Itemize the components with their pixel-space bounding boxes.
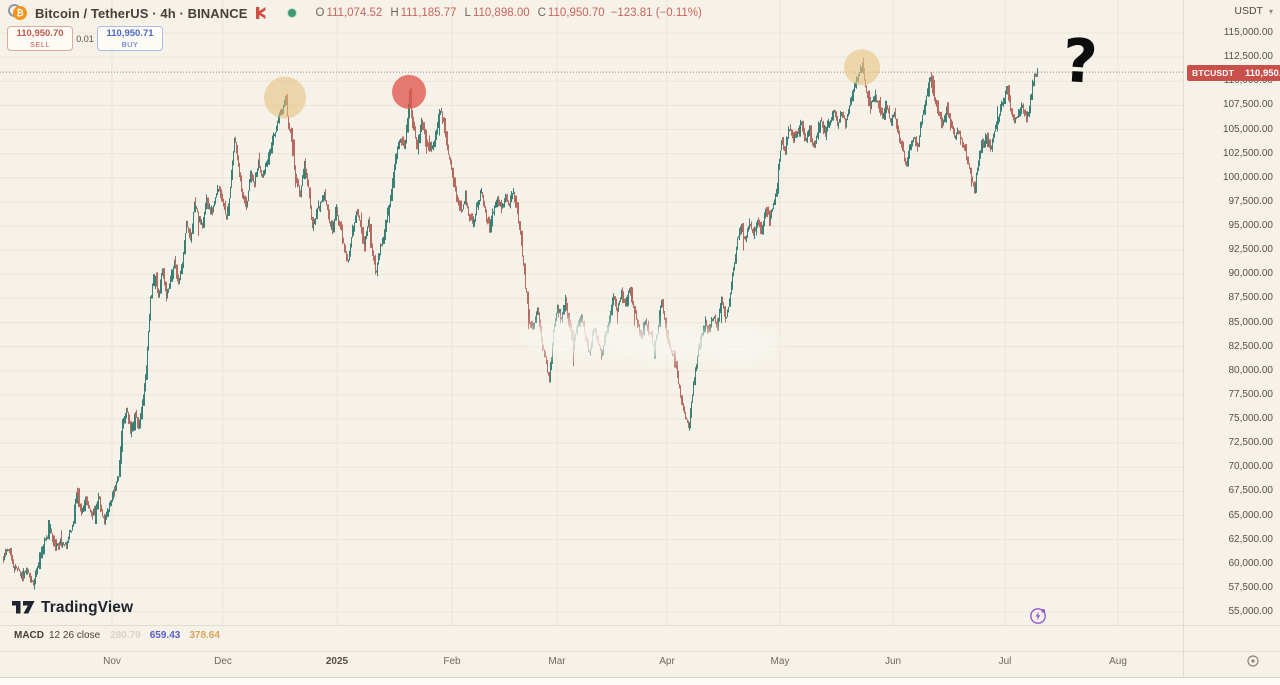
time-axis-label[interactable]: Jun <box>884 656 902 667</box>
badge-price: 110,950.70 <box>1245 67 1280 79</box>
currency-label: USDT <box>1234 5 1263 17</box>
bitcoin-pair-logo-icon: ₿ <box>8 4 30 22</box>
time-axis-label[interactable]: Feb <box>443 656 461 667</box>
macd-value-hist: 280.79 <box>110 630 141 641</box>
price-axis-label: 65,000.00 <box>1228 509 1274 521</box>
open-label: O <box>315 7 325 19</box>
price-axis-label: 57,500.00 <box>1228 581 1274 593</box>
may-top-circle[interactable] <box>844 49 880 86</box>
close-value: 110,950.70 <box>547 7 605 19</box>
spread-value: 0.01 <box>76 33 94 44</box>
blur-smudge <box>615 326 710 360</box>
price-axis-label: 67,500.00 <box>1228 485 1274 497</box>
low-value: 110,898.00 <box>472 7 530 19</box>
currency-dropdown[interactable]: USDT ▾ <box>1234 5 1273 17</box>
price-axis-label: 92,500.00 <box>1228 244 1274 256</box>
price-axis[interactable]: USDT▾ 115,000.00112,500.00110,000.00107,… <box>1183 0 1280 677</box>
bitcoin-coin-icon: ₿ <box>13 6 27 20</box>
macd-value-signal: 378.64 <box>189 630 220 641</box>
pane-divider <box>0 677 1280 678</box>
open-value: 111,074.52 <box>326 7 383 19</box>
macd-params: 12 26 close <box>49 630 101 641</box>
broker-logo-icon <box>255 7 266 19</box>
time-axis-label[interactable]: Nov <box>103 656 121 667</box>
price-axis-label: 80,000.00 <box>1228 364 1274 376</box>
trade-widget: 110,950.70 SELL 0.01 110,950.71 BUY <box>7 26 163 51</box>
sell-button[interactable]: 110,950.70 SELL <box>7 26 73 51</box>
price-axis-label: 75,000.00 <box>1228 413 1274 424</box>
symbol-title[interactable]: Bitcoin / TetherUS · 4h · BINANCE <box>35 5 248 21</box>
price-axis-label: 82,500.00 <box>1228 340 1274 352</box>
time-axis-label[interactable]: Apr <box>659 656 675 667</box>
low-label: L <box>464 7 471 19</box>
time-axis-label[interactable]: Mar <box>548 656 566 667</box>
time-axis-label[interactable]: Aug <box>1109 656 1127 667</box>
sell-label: SELL <box>30 39 50 49</box>
price-axis-label: 95,000.00 <box>1228 220 1274 231</box>
market-status-dot-icon[interactable] <box>287 9 296 17</box>
price-axis-label: 85,000.00 <box>1228 316 1274 328</box>
time-axis-label[interactable]: 2025 <box>325 656 349 667</box>
annotation-layer <box>264 49 880 119</box>
price-axis-label: 55,000.00 <box>1228 606 1274 617</box>
price-axis-label: 60,000.00 <box>1228 557 1274 569</box>
time-axis[interactable]: Nov Dec 2025 Feb Mar Apr May Jun Jul Aug <box>0 652 1183 677</box>
macd-legend[interactable]: MACD 12 26 close 280.79 659.43 378.64 <box>14 630 229 641</box>
price-axis-label: 100,000.00 <box>1222 171 1273 183</box>
time-axis-label[interactable]: Jul <box>998 656 1012 667</box>
price-axis-label: 70,000.00 <box>1228 461 1274 473</box>
time-axis-label[interactable]: May <box>770 656 790 667</box>
dec-top-circle[interactable] <box>264 76 306 119</box>
price-axis-label: 105,000.00 <box>1222 123 1273 135</box>
jan-top-circle[interactable] <box>392 74 426 109</box>
symbol-header: ₿ Bitcoin / TetherUS · 4h · BINANCE O 11… <box>8 4 702 22</box>
price-axis-label: 62,500.00 <box>1228 533 1274 545</box>
macd-title: MACD <box>14 630 44 641</box>
badge-symbol: BTCUSDT <box>1192 68 1235 78</box>
price-axis-label: 112,500.00 <box>1223 51 1273 63</box>
price-axis-label: 87,500.00 <box>1228 292 1274 304</box>
tradingview-logo-text: TradingView <box>41 599 134 616</box>
tradingview-logo-icon <box>12 601 35 614</box>
bottom-margin <box>0 678 1280 685</box>
flash-boost-icon[interactable] <box>1028 606 1048 626</box>
blur-smudge <box>695 328 780 360</box>
last-price-badge[interactable]: BTCUSDT 110,950.70 <box>1187 65 1280 81</box>
price-axis-label: 77,500.00 <box>1228 388 1274 400</box>
close-label: C <box>537 7 546 19</box>
price-axis-label: 90,000.00 <box>1228 268 1274 280</box>
sell-price: 110,950.70 <box>16 28 64 39</box>
time-axis-label[interactable]: Dec <box>214 656 232 667</box>
axis-settings-icon[interactable] <box>1246 654 1260 668</box>
pane-divider[interactable] <box>0 651 1280 652</box>
price-axis-label: 107,500.00 <box>1222 99 1273 111</box>
price-axis-label: 115,000.00 <box>1223 27 1273 38</box>
high-value: 111,185.77 <box>400 7 457 19</box>
tradingview-logo[interactable]: TradingView <box>12 599 133 617</box>
change-value: −123.81 (−0.11%) <box>610 7 702 19</box>
ohlc-readout: O 111,074.52 H 111,185.77 L 110,898.00 C… <box>308 7 702 19</box>
macd-value-macd: 659.43 <box>149 630 181 641</box>
buy-price: 110,950.71 <box>106 28 154 39</box>
price-axis-label: 102,500.00 <box>1222 147 1273 159</box>
price-axis-label: 97,500.00 <box>1228 195 1274 207</box>
high-label: H <box>390 7 399 19</box>
price-axis-label: 72,500.00 <box>1228 437 1274 449</box>
buy-button[interactable]: 110,950.71 BUY <box>97 26 163 51</box>
question-mark-annotation[interactable]: ? <box>1060 26 1100 98</box>
pane-divider[interactable] <box>0 625 1280 626</box>
buy-label: BUY <box>121 39 139 49</box>
chevron-down-icon: ▾ <box>1268 7 1273 16</box>
